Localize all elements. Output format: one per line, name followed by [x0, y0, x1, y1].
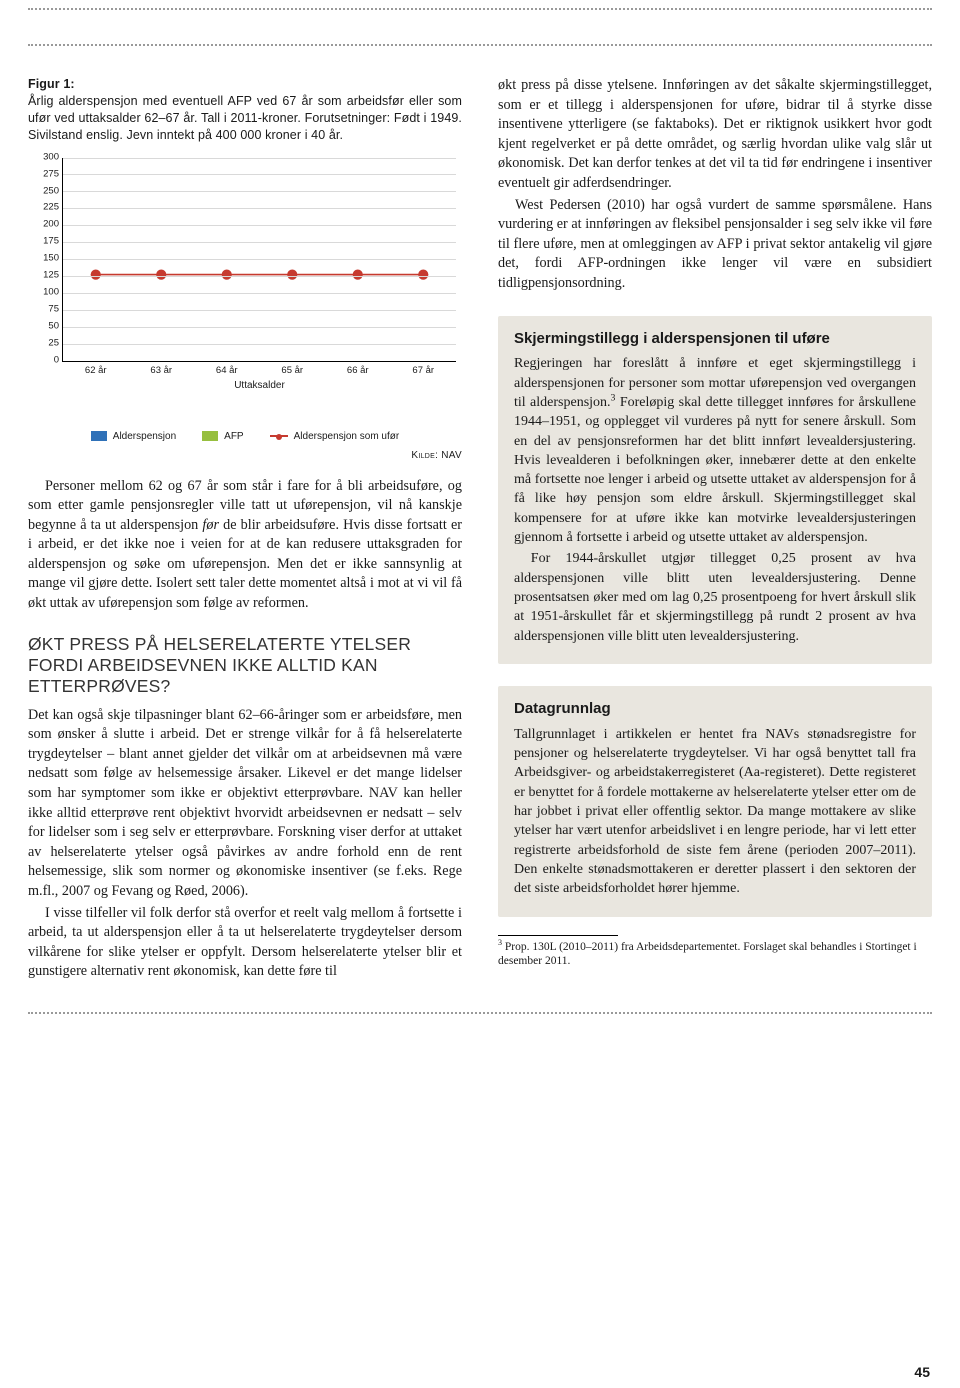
- legend-label-ufor: Alderspensjon som ufør: [294, 430, 400, 444]
- y-tick: 250: [43, 185, 63, 198]
- figure-caption-text: Årlig alderspensjon med eventuell AFP ve…: [28, 94, 462, 142]
- infobox2-para: Tallgrunnlaget i artikkelen er hentet fr…: [514, 725, 916, 899]
- x-tick: 66 år: [347, 361, 369, 378]
- left-para-3: I visse tilfeller vil folk derfor stå ov…: [28, 904, 462, 982]
- figure-caption: Figur 1: Årlig alderspensjon med eventue…: [28, 76, 462, 144]
- infobox1-para-2: For 1944-årskullet utgjør tillegget 0,25…: [514, 549, 916, 646]
- y-tick: 150: [43, 253, 63, 266]
- x-tick: 65 år: [281, 361, 303, 378]
- left-column: Figur 1: Årlig alderspensjon med eventue…: [28, 76, 462, 984]
- swatch-ufor: [270, 435, 288, 437]
- y-tick: 175: [43, 236, 63, 249]
- y-tick: 25: [48, 337, 63, 350]
- figure-label: Figur 1:: [28, 77, 75, 91]
- left-para-1: Personer mellom 62 og 67 år som står i f…: [28, 477, 462, 614]
- page-number: 45: [914, 1363, 930, 1382]
- y-tick: 75: [48, 303, 63, 316]
- y-tick: 275: [43, 168, 63, 181]
- legend-ufor: Alderspensjon som ufør: [270, 430, 400, 444]
- figure-1-chart: Årlig pensjon i 1000 kroner Uttaksalder …: [28, 154, 462, 394]
- y-tick: 100: [43, 286, 63, 299]
- legend-alderspensjon: Alderspensjon: [91, 430, 176, 444]
- mid-dotted-rule: [28, 44, 932, 46]
- top-dotted-rule: [28, 8, 932, 10]
- x-tick: 67 år: [412, 361, 434, 378]
- chart-legend: Alderspensjon AFP Alderspensjon som ufør: [28, 430, 462, 444]
- figure-source: Kilde: NAV: [28, 449, 462, 463]
- legend-label-afp: AFP: [224, 430, 243, 444]
- infobox-skjermingstillegg: Skjermingstillegg i alderspensjonen til …: [498, 316, 932, 664]
- x-tick: 64 år: [216, 361, 238, 378]
- infobox1-para-1: Regjeringen har foreslått å innføre et e…: [514, 354, 916, 547]
- right-para-2: West Pedersen (2010) har også vurdert de…: [498, 196, 932, 294]
- infobox1-title: Skjermingstillegg i alderspensjonen til …: [514, 330, 916, 349]
- y-tick: 0: [54, 354, 63, 367]
- footnote-rule: [498, 935, 618, 936]
- infobox2-title: Datagrunnlag: [514, 700, 916, 719]
- y-tick: 300: [43, 151, 63, 164]
- bottom-dotted-rule: [28, 1012, 932, 1014]
- legend-label-alderspensjon: Alderspensjon: [113, 430, 176, 444]
- x-tick: 63 år: [150, 361, 172, 378]
- section-heading-okt-press: ØKT PRESS PÅ HELSERELATERTE YTELSER FORD…: [28, 634, 462, 698]
- y-tick: 125: [43, 270, 63, 283]
- legend-afp: AFP: [202, 430, 243, 444]
- infobox-datagrunnlag: Datagrunnlag Tallgrunnlaget i artikkelen…: [498, 686, 932, 917]
- swatch-alderspensjon: [91, 431, 107, 441]
- footnote-3: 3 Prop. 130L (2010–2011) fra Arbeidsdepa…: [498, 940, 932, 970]
- y-tick: 200: [43, 219, 63, 232]
- y-tick: 50: [48, 320, 63, 333]
- right-para-1: økt press på disse ytelsene. Innføringen…: [498, 76, 932, 194]
- right-column: økt press på disse ytelsene. Innføringen…: [498, 76, 932, 984]
- left-para-2: Det kan også skje tilpasninger blant 62–…: [28, 706, 462, 902]
- swatch-afp: [202, 431, 218, 441]
- x-axis-label: Uttaksalder: [234, 379, 285, 393]
- y-tick: 225: [43, 202, 63, 215]
- x-tick: 62 år: [85, 361, 107, 378]
